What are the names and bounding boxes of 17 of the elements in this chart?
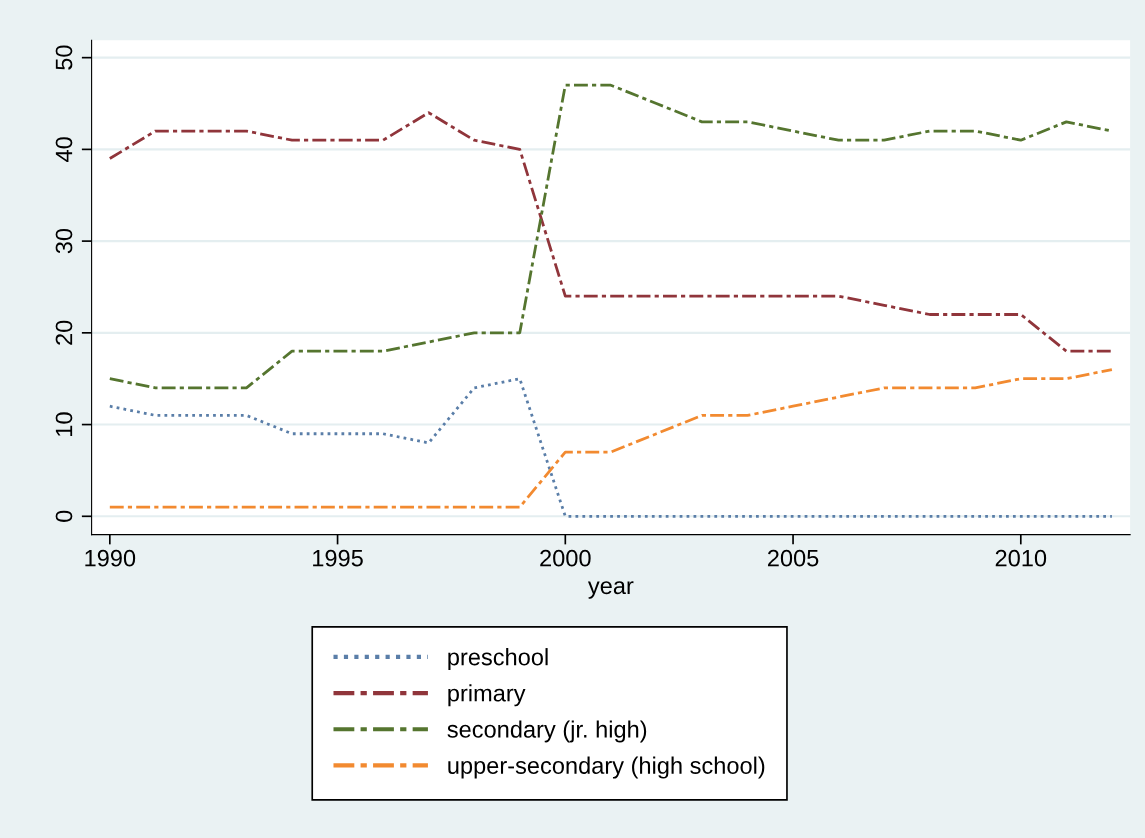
legend-label: secondary (jr. high): [447, 720, 647, 743]
y-tick-label: 40: [55, 137, 73, 162]
y-tick-label: 50: [55, 45, 73, 70]
y-tick-label: 20: [55, 320, 73, 345]
x-tick-label: 1995: [313, 549, 363, 567]
legend-label: preschool: [448, 648, 548, 671]
x-tick-label: 2000: [540, 549, 591, 567]
x-axis-title: year: [587, 581, 634, 599]
y-tick-label: 30: [55, 228, 73, 254]
y-tick-label: 10: [55, 412, 73, 436]
line-series: [108, 111, 1114, 353]
x-tick-label: 2010: [995, 549, 1047, 567]
legend-label: upper-secondary (high school): [448, 756, 765, 779]
x-tick-label: 1990: [85, 549, 136, 567]
legend-label: primary: [448, 684, 526, 707]
y-tick-label: 0: [55, 510, 73, 522]
x-tick-label: 2005: [767, 549, 819, 567]
